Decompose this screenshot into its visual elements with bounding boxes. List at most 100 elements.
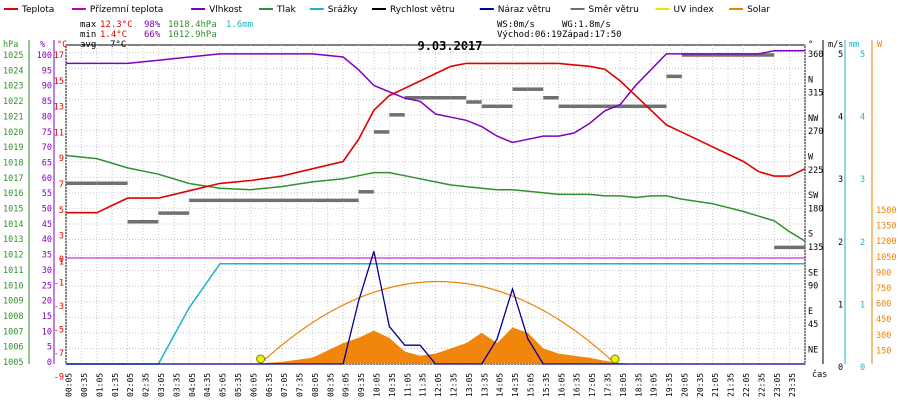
w-tick-1: 1350 xyxy=(876,222,896,232)
x-tick-6: 03:05 xyxy=(157,373,166,397)
pct-tick-4: 80 xyxy=(42,112,52,122)
x-tick-0: 00:05 xyxy=(65,373,74,397)
rain-series xyxy=(66,263,805,365)
c-tick-lower-2: -3 xyxy=(54,302,64,312)
stat-max-rain: 1.6mm xyxy=(226,20,253,30)
c-tick-lower-0: 0 xyxy=(59,255,64,265)
pct-tick-6: 70 xyxy=(42,143,52,153)
x-tick-37: 18:35 xyxy=(634,373,643,397)
x-tick-17: 08:35 xyxy=(326,373,335,397)
x-tick-47: 23:35 xyxy=(788,373,797,397)
x-tick-4: 02:05 xyxy=(126,373,135,397)
x-tick-7: 03:35 xyxy=(172,373,181,397)
hpa-tick-6: 1019 xyxy=(3,143,23,153)
dir-tick-4: 270 xyxy=(808,127,823,137)
legend-label-4: Srážky xyxy=(328,5,359,15)
x-tick-12: 06:05 xyxy=(249,373,258,397)
w-tick-3: 1050 xyxy=(876,253,896,263)
w-tick-5: 750 xyxy=(876,284,891,294)
mm-tick-3: 2 xyxy=(860,238,865,248)
w-tick-0: 1500 xyxy=(876,206,896,216)
x-tick-24: 12:05 xyxy=(434,373,443,397)
x-tick-30: 15:05 xyxy=(526,373,535,397)
pct-tick-9: 55 xyxy=(42,189,52,199)
pct-tick-8: 60 xyxy=(42,174,52,184)
pct-tick-3: 85 xyxy=(42,97,52,107)
chart-title: 9.03.2017 xyxy=(417,39,482,53)
c-tick-upper-5: 7 xyxy=(59,180,64,190)
c-tick-upper-7: 3 xyxy=(59,232,64,242)
c-tick-upper-1: 15 xyxy=(54,77,64,87)
mm-tick-1: 4 xyxy=(860,113,865,123)
hpa-tick-11: 1014 xyxy=(3,220,23,230)
axis-w-unit: W xyxy=(877,40,883,50)
x-tick-46: 23:05 xyxy=(773,373,782,397)
pct-tick-1: 95 xyxy=(42,66,52,76)
x-tick-35: 17:35 xyxy=(603,373,612,397)
x-tick-8: 04:05 xyxy=(188,373,197,397)
axis-pct-unit: % xyxy=(40,40,45,50)
x-tick-36: 18:05 xyxy=(619,373,628,397)
axis-hpa-unit: hPa xyxy=(3,40,18,50)
pct-tick-13: 35 xyxy=(42,251,52,261)
axis-deg-unit: ° xyxy=(808,40,813,50)
ms-tick-2: 3 xyxy=(838,175,843,185)
legend-label-5: Rychlost větru xyxy=(390,5,455,15)
x-tick-41: 20:35 xyxy=(696,373,705,397)
x-tick-44: 22:05 xyxy=(742,373,751,397)
humidity-series xyxy=(66,49,805,144)
x-tick-20: 10:05 xyxy=(373,373,382,397)
x-tick-18: 09:05 xyxy=(342,373,351,397)
dir-tick-11: SE xyxy=(808,268,818,278)
stat-wg: WG:1.8m/s xyxy=(562,20,611,30)
dir-tick-13: E xyxy=(808,307,813,317)
hpa-tick-13: 1012 xyxy=(3,251,23,261)
w-tick-7: 450 xyxy=(876,315,891,325)
x-tick-27: 13:35 xyxy=(480,373,489,397)
hpa-tick-7: 1018 xyxy=(3,158,23,168)
stat-sunset: Západ:17:50 xyxy=(562,30,622,40)
hpa-tick-17: 1008 xyxy=(3,312,23,322)
c-tick-lower-4: -7 xyxy=(54,349,64,359)
legend-label-0: Teplota xyxy=(21,5,54,15)
axis-c-unit: °C xyxy=(57,40,67,50)
x-tick-33: 16:35 xyxy=(573,373,582,397)
pct-tick-7: 65 xyxy=(42,158,52,168)
legend-label-9: Solar xyxy=(747,5,770,15)
legend-label-7: Směr větru xyxy=(589,5,639,15)
x-tick-2: 01:05 xyxy=(95,373,104,397)
c-tick-lower-5: -9 xyxy=(54,373,64,383)
c-tick-upper-6: 5 xyxy=(59,206,64,216)
axis-mm-unit: mm xyxy=(849,40,859,50)
c-tick-upper-3: 11 xyxy=(54,128,64,138)
dir-tick-6: 225 xyxy=(808,166,823,176)
ms-tick-3: 2 xyxy=(838,238,843,248)
pct-tick-14: 30 xyxy=(42,266,52,276)
grid xyxy=(65,45,806,365)
w-tick-6: 600 xyxy=(876,300,891,310)
temperature-series xyxy=(66,62,806,214)
dir-tick-10: 135 xyxy=(808,243,823,253)
x-tick-29: 14:35 xyxy=(511,373,520,397)
pct-tick-17: 15 xyxy=(42,312,52,322)
x-tick-19: 09:35 xyxy=(357,373,366,397)
hpa-tick-12: 1013 xyxy=(3,235,23,245)
solar-area xyxy=(66,327,805,364)
dir-tick-12: 90 xyxy=(808,282,818,292)
hpa-tick-9: 1016 xyxy=(3,189,23,199)
hpa-tick-5: 1020 xyxy=(3,128,23,138)
x-tick-15: 07:35 xyxy=(296,373,305,397)
x-tick-16: 08:05 xyxy=(311,373,320,397)
hpa-tick-20: 1005 xyxy=(3,358,23,368)
hpa-tick-4: 1021 xyxy=(3,112,23,122)
pct-tick-11: 45 xyxy=(42,220,52,230)
c-tick-lower-1: -1 xyxy=(54,279,64,289)
mm-tick-4: 1 xyxy=(860,300,865,310)
dir-tick-2: 315 xyxy=(808,89,823,99)
x-tick-26: 13:05 xyxy=(465,373,474,397)
pct-tick-2: 90 xyxy=(42,82,52,92)
hpa-tick-19: 1006 xyxy=(3,343,23,353)
x-tick-34: 17:05 xyxy=(588,373,597,397)
legend-label-8: UV index xyxy=(674,5,715,15)
